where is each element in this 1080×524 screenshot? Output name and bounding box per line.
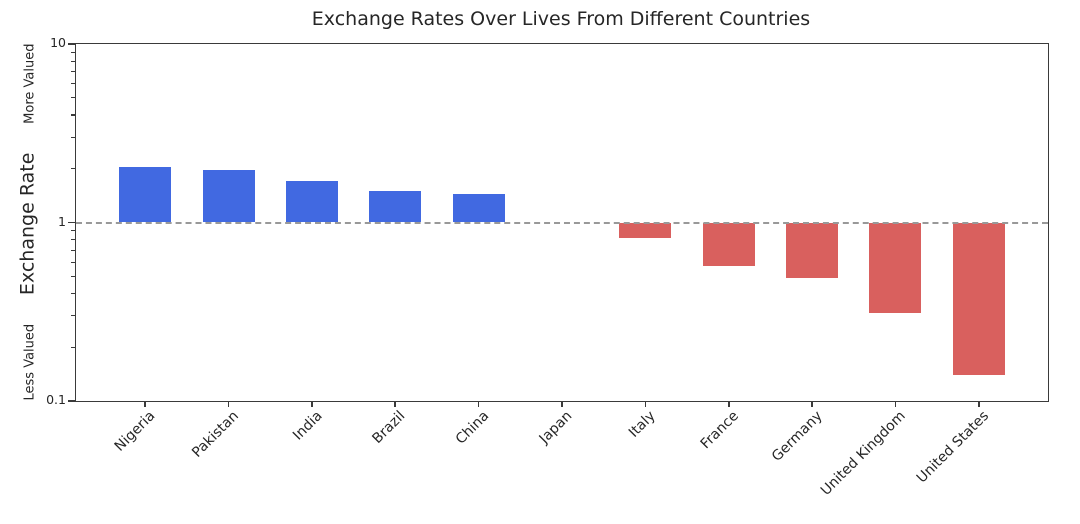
bar-france — [702, 222, 755, 267]
y-major-tick-10 — [67, 43, 75, 45]
bar-germany — [786, 222, 839, 278]
y-minor-tick — [70, 168, 75, 170]
x-tick-brazil — [394, 401, 397, 407]
y-minor-tick — [70, 83, 75, 85]
x-tick-nigeria — [144, 401, 146, 407]
y-axis-label-less-valued: Less Valued — [22, 323, 37, 400]
y-minor-tick — [70, 97, 75, 99]
x-tick-label-france: France — [697, 408, 743, 453]
y-axis-label-more-valued: More Valued — [22, 43, 37, 124]
y-minor-tick — [70, 136, 75, 138]
x-tick-india — [311, 401, 313, 407]
y-tick-label-1: 1 — [58, 213, 66, 229]
x-tick-label-china: China — [452, 408, 492, 448]
x-tick-italy — [644, 401, 647, 407]
y-minor-tick — [70, 239, 75, 241]
y-minor-tick — [70, 315, 75, 317]
bar-brazil — [369, 191, 422, 223]
bar-india — [285, 181, 338, 223]
x-tick-united-kingdom — [894, 401, 897, 407]
y-minor-tick — [70, 261, 75, 263]
y-minor-tick — [70, 292, 75, 295]
x-tick-china — [477, 401, 480, 407]
x-tick-label-brazil: Brazil — [369, 408, 409, 447]
bar-pakistan — [202, 169, 255, 223]
x-tick-label-nigeria: Nigeria — [111, 408, 159, 455]
chart-title: Exchange Rates Over Lives From Different… — [311, 8, 811, 30]
bar-italy — [619, 222, 672, 238]
y-major-tick-0-1 — [67, 400, 75, 402]
x-tick-label-italy: Italy — [625, 408, 659, 441]
x-tick-label-united-kingdom: United Kingdom — [817, 408, 909, 499]
x-tick-label-india: India — [289, 408, 326, 444]
y-minor-tick — [70, 249, 75, 251]
y-minor-tick — [70, 114, 75, 116]
baseline-dashed-line — [76, 221, 1048, 224]
x-tick-label-germany: Germany — [768, 408, 826, 465]
y-tick-label-10: 10 — [50, 35, 66, 50]
plot-area — [67, 43, 1049, 407]
y-minor-tick — [70, 346, 75, 348]
bar-china — [452, 194, 505, 223]
bar-united-kingdom — [869, 222, 922, 314]
bar-nigeria — [119, 166, 172, 223]
x-tick-pakistan — [227, 401, 230, 407]
x-tick-germany — [811, 401, 813, 407]
x-tick-united-states — [978, 401, 980, 407]
x-tick-label-united-states: United States — [913, 408, 993, 487]
x-tick-japan — [561, 401, 563, 407]
y-minor-tick — [70, 71, 75, 73]
y-minor-tick — [70, 60, 75, 62]
y-minor-tick — [70, 51, 75, 53]
y-major-tick-1 — [67, 221, 75, 224]
y-tick-label-0-1: 0.1 — [46, 392, 66, 407]
bar-united-states — [952, 222, 1005, 375]
x-tick-label-pakistan: Pakistan — [189, 408, 242, 461]
x-tick-label-japan: Japan — [536, 408, 576, 447]
y-minor-tick — [70, 275, 75, 277]
y-minor-tick — [70, 230, 75, 232]
x-tick-france — [727, 401, 730, 407]
